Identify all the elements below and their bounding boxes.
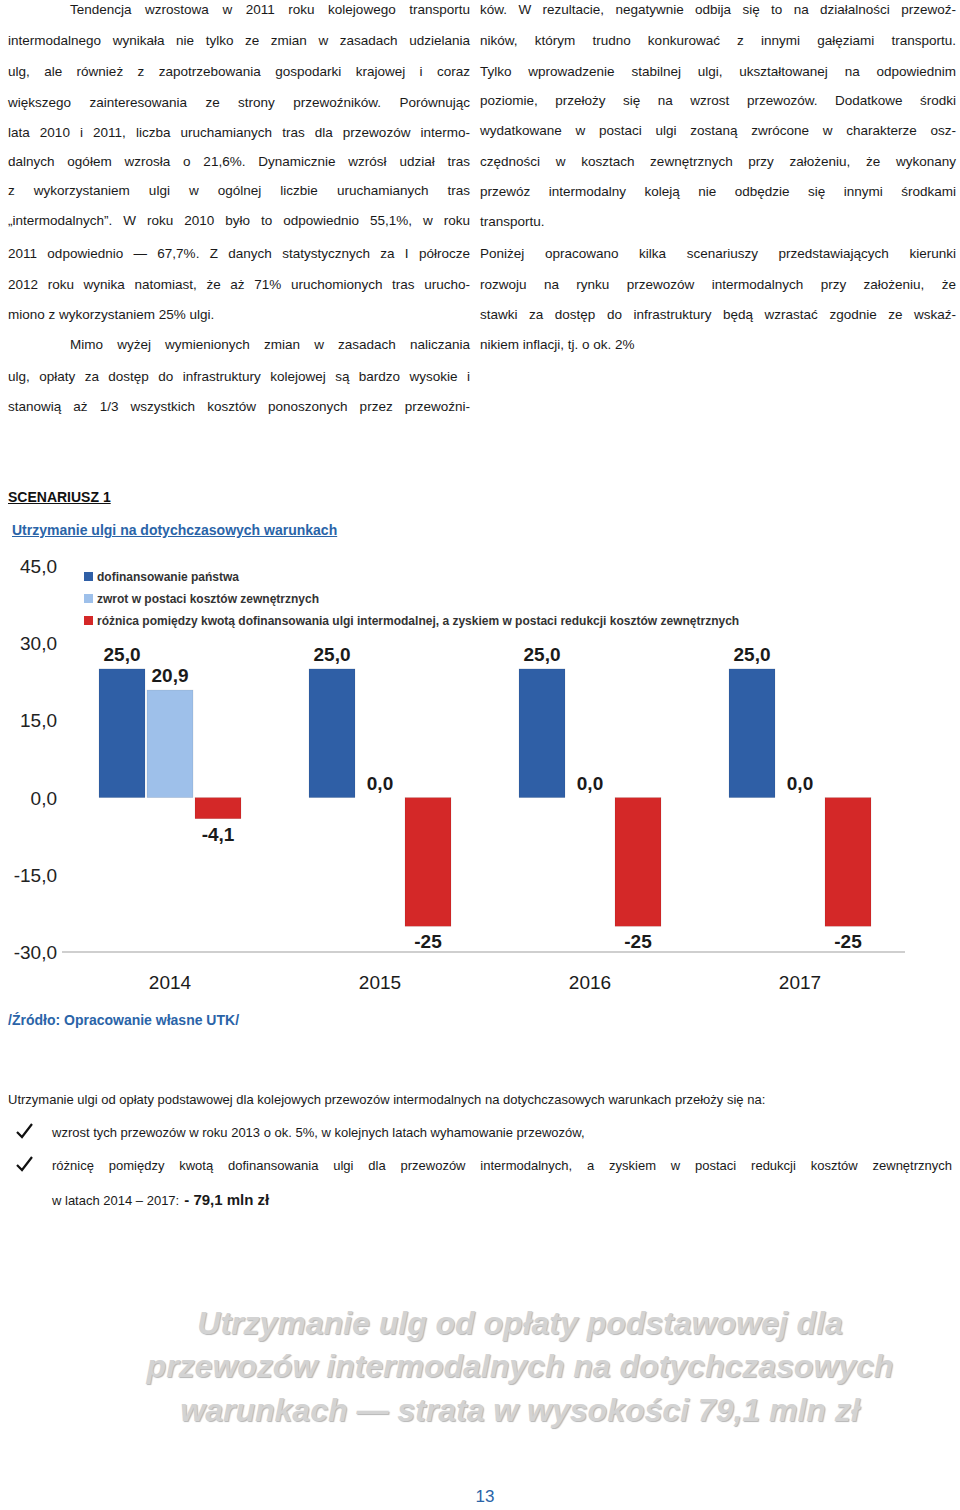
data-label: -25: [414, 931, 442, 952]
y-tick-label: 45,0: [20, 556, 57, 577]
text-line: Utrzymanie ulgi na dotychczasowych warun…: [12, 520, 512, 540]
y-tick: [58, 566, 62, 567]
check-path: [17, 1157, 32, 1170]
data-label: -25: [624, 931, 652, 952]
bar: [567, 797, 613, 798]
text-line: z wykorzystaniem ulgi w ogólnej liczbie …: [8, 181, 470, 201]
text-line: Utrzymanie ulgi od opłaty podstawowej dl…: [8, 1090, 953, 1110]
text-line: przewóz intermodalny koleją nie odbędzie…: [480, 182, 956, 202]
text-line: SCENARIUSZ 1: [8, 487, 308, 507]
legend-swatch: [84, 616, 93, 625]
legend: dofinansowanie państwa zwrot w postaci ko…: [84, 570, 739, 628]
y-tick: [58, 797, 62, 798]
text-line: ków. W rezultacie, negatywnie odbija się…: [480, 0, 956, 20]
text-line: „intermodalnych”. W roku 2010 było to od…: [8, 211, 470, 231]
x-axis: [62, 951, 905, 953]
y-tick-label: -30,0: [14, 942, 57, 963]
text-line: Mimo wyżej wymienionych zmian w zasadach…: [70, 335, 470, 355]
text-line: ulg, ale również z zapotrzebowania gospo…: [8, 62, 470, 82]
y-tick-label: 15,0: [20, 710, 57, 731]
y-tick-label: -15,0: [14, 865, 57, 886]
data-label: 25,0: [734, 644, 771, 665]
legend-swatch: [84, 594, 93, 603]
legend-label: zwrot w postaci kosztów zewnętrznych: [97, 592, 319, 606]
data-label: 0,0: [787, 773, 813, 794]
text-line: lata 2010 i 2011, liczba uruchamianych t…: [8, 123, 470, 143]
text-line: rozwoju na rynku przewozów intermodalnyc…: [480, 275, 956, 295]
text-line: 2011 odpowiednio — 67,7%. Z danych staty…: [8, 244, 470, 264]
text-line: dalnych ogółem wzrosła o 21,6%. Dynamicz…: [8, 152, 470, 172]
check-path: [17, 1124, 32, 1137]
data-label: 0,0: [367, 773, 393, 794]
bar: [147, 690, 193, 798]
data-label: 0,0: [577, 773, 603, 794]
x-tick-label: 2014: [149, 972, 192, 993]
y-tick-label: 0,0: [31, 788, 57, 809]
data-label: 20,9: [152, 665, 189, 686]
bars: [99, 669, 871, 926]
text-line: intermodalnego wynikała nie tylko ze zmi…: [8, 31, 470, 51]
text-line: większego zainteresowania ze strony prze…: [8, 93, 470, 113]
text-line: stawki za dostęp do infrastruktury będą …: [480, 305, 956, 325]
bar: [615, 798, 661, 927]
x-tick-label: 2015: [359, 972, 401, 993]
data-labels: 25,0 25,0 25,0 25,0 20,9 0,0 0,0 0,0 -4,1 -25 -25 -…: [104, 644, 863, 952]
text-line: ników, którym trudno konkurować z innymi…: [480, 31, 956, 51]
text-line: Tylko wprowadzenie stabilnej ulgi, ukszt…: [480, 62, 956, 82]
text-line: stanowią aż 1/3 wszystkich kosztów ponos…: [8, 397, 470, 417]
x-tick-label: 2017: [779, 972, 821, 993]
bar: [309, 669, 355, 798]
text-line: różnicę pomiędzy kwotą dofinansowania ul…: [52, 1156, 952, 1176]
check-icon: [14, 1154, 34, 1174]
banner-line: Utrzymanie ulg od opłaty podstawowej dla: [60, 1301, 960, 1345]
legend-swatch: [84, 572, 93, 581]
text-line: wzrost tych przewozów w roku 2013 o ok. …: [52, 1123, 585, 1143]
x-tick-label: 2016: [569, 972, 611, 993]
text-line: poziomie, przełoży się na wzrost przewoz…: [480, 91, 956, 111]
text-line: wydatkowane w postaci ulgi zostaną zwróc…: [480, 121, 956, 141]
chart: 45,030,015,00,0-15,0-30,025,025,025,025,…: [0, 550, 960, 1000]
text-line: ulg, opłaty za dostęp do infrastruktury …: [8, 367, 470, 387]
y-tick-label: 30,0: [20, 633, 57, 654]
banner-line: warunkach — strata w wysokości 79,1 mln …: [60, 1388, 960, 1432]
bar: [405, 798, 451, 927]
bar: [99, 669, 145, 798]
data-label: -4,1: [202, 824, 235, 845]
bar: [777, 797, 823, 798]
bar: [195, 798, 241, 819]
banner-line: przewozów intermodalnych na dotychczasow…: [60, 1344, 960, 1388]
text-line: Poniżej opracowano kilka scenariuszy prz…: [480, 244, 956, 264]
y-tick: [58, 643, 62, 644]
y-tick: [58, 720, 62, 721]
bar: [519, 669, 565, 798]
text-line: transportu.: [480, 212, 956, 232]
text-line: 2012 roku wynika natomiast, że aż 71% ur…: [8, 275, 470, 295]
text-line: 13: [470, 1487, 500, 1507]
legend-label: dofinansowanie państwa: [97, 570, 239, 584]
text-line: nikiem inflacji, tj. o ok. 2%: [480, 335, 956, 355]
data-label: 25,0: [524, 644, 561, 665]
data-label: -25: [834, 931, 862, 952]
text-line: czędności w kosztach zewnętrznych przy z…: [480, 152, 956, 172]
text-line: /Źródło: Opracowanie własne UTK/: [8, 1010, 408, 1030]
data-label: 25,0: [104, 644, 141, 665]
text-line: Tendencja wzrostowa w 2011 roku kolejowe…: [70, 0, 470, 20]
bar: [729, 669, 775, 798]
text-line: miono z wykorzystaniem 25% ulgi.: [8, 305, 470, 325]
text-line: w latach 2014 – 2017:- 79,1 mln zł: [52, 1190, 269, 1210]
bar: [357, 797, 403, 798]
legend-label: różnica pomiędzy kwotą dofinansowania ul…: [97, 614, 739, 628]
y-tick: [58, 952, 62, 953]
y-tick: [58, 874, 62, 875]
bar: [825, 798, 871, 927]
data-label: 25,0: [314, 644, 351, 665]
check-icon: [14, 1121, 34, 1141]
emphasis: - 79,1 mln zł: [184, 1191, 269, 1208]
